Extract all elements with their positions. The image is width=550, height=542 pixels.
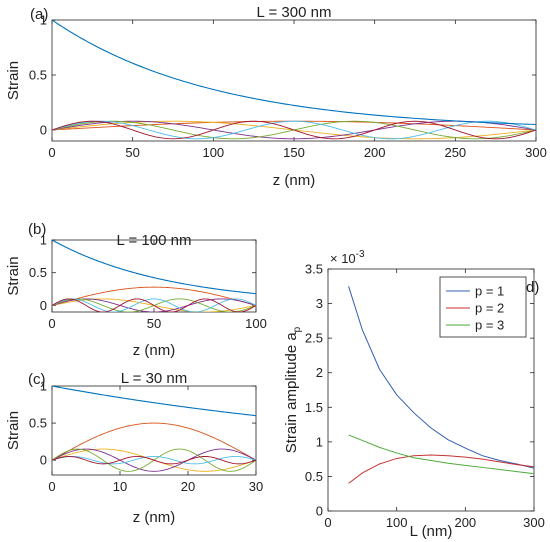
strain-envelope-line [52,240,256,295]
y-multiplier-exponent: -3 [356,249,365,260]
series-line-p2 [348,454,535,484]
series-group [52,240,256,312]
x-tick-label: 300 [525,145,547,160]
plot-frame [327,268,535,512]
y-tick-label: 0 [316,504,323,519]
x-tick-label: 300 [523,515,545,530]
mode-line-5 [52,120,536,140]
y-tick-label: 0.5 [29,68,47,83]
y-tick-label: 2.5 [305,331,323,346]
x-tick-label: 0 [48,145,55,160]
y-tick-label: 1 [40,379,47,394]
mode-line-6 [52,456,256,465]
x-axis-label: z (nm) [133,342,176,359]
x-tick-label: 0 [48,479,55,494]
plot-frame [51,385,257,476]
mode-line-6 [52,120,536,140]
y-tick-label: 0 [40,298,47,313]
legend: p = 1 p = 2 p = 3 [439,276,527,338]
x-tick-label: 150 [283,145,305,160]
mode-line-5 [52,456,256,465]
series-line-p1 [348,286,535,469]
y-axis-label-subscript: p [292,326,303,332]
y-tick-label: 3.5 [305,262,323,277]
mode-line-1 [52,422,256,461]
y-axis-label: Strain [5,61,22,100]
legend-box [439,276,527,338]
x-tick-label: 200 [364,145,386,160]
series-group [52,386,256,472]
x-tick-label: 30 [249,479,263,494]
y-axis-label: Strain [5,411,22,450]
x-tick-label: 100 [245,316,267,331]
y-tick-label: 1 [316,434,323,449]
x-tick-label: 0 [48,316,55,331]
panel-tag: (c) [28,371,46,388]
x-tick-label: 20 [181,479,195,494]
x-tick-label: 200 [454,515,476,530]
y-axis-label: Strain [5,256,22,295]
y-tick-label: 0.5 [305,469,323,484]
mode-line-3 [52,448,256,472]
x-tick-label: 100 [386,515,408,530]
panel-tag: (a) [30,6,48,23]
y-tick-label: 0.5 [29,265,47,280]
y-axis-label: Strain amplitude ap [283,326,303,453]
panel-1: 0 50 100 0 0.5 1 z (nm) (b) L = 100 nm Strain [5,221,267,359]
series-group [52,20,536,140]
panel-0: 0 50 100 150 200 250 300 0 0.5 1 z (nm) (a) L = 300 … [5,4,547,189]
x-tick-label: 250 [444,145,466,160]
x-tick-label: 10 [113,479,127,494]
x-tick-label: 50 [125,145,139,160]
x-axis-label: z (nm) [133,509,176,526]
panel-title: L = 30 nm [121,370,188,387]
y-tick-label: 1.5 [305,400,323,415]
y-tick-label: 0.5 [29,416,47,431]
panel-title: L = 100 nm [117,232,192,249]
mode-line-1 [52,286,256,306]
legend-entry: p = 3 [475,318,504,333]
mode-line-5 [52,298,256,312]
x-tick-label: 100 [202,145,224,160]
x-axis-label: z (nm) [273,172,316,189]
panel-title: L = 300 nm [257,4,332,21]
y-tick-label: 2 [316,365,323,380]
legend-entry: p = 1 [475,284,504,299]
y-multiplier: × 10-3 [330,249,365,266]
mode-line-3 [52,298,256,312]
series-line-p3 [348,434,535,475]
y-tick-label: 3 [316,296,323,311]
x-tick-label: 50 [147,316,161,331]
y-tick-label: 1 [40,233,47,248]
x-tick-label: 0 [324,515,331,530]
strain-envelope-line [52,20,536,126]
y-tick-label: 0 [40,123,47,138]
panel-2: 0 10 20 30 0 0.5 1 z (nm) (c) L = 30 nm Strain [5,370,263,526]
panel-tag: (b) [28,221,46,238]
strain-envelope-line [52,386,256,417]
y-tick-label: 1 [40,13,47,28]
mode-line-6 [52,298,256,312]
x-axis-label: L (nm) [410,523,453,540]
y-tick-label: 0 [40,453,47,468]
legend-entry: p = 2 [475,301,504,316]
